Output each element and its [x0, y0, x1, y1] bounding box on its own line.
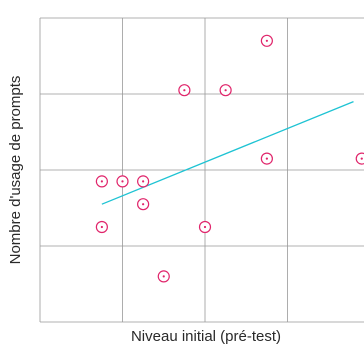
trendline	[101, 100, 354, 205]
data-point	[355, 152, 364, 165]
data-points	[95, 34, 364, 283]
data-point	[137, 198, 150, 211]
data-point	[95, 175, 108, 188]
grid	[39, 17, 364, 323]
data-point	[116, 175, 129, 188]
data-point	[260, 152, 273, 165]
x-axis-label: Niveau initial (pré-test)	[131, 328, 281, 345]
data-point	[157, 270, 170, 283]
data-point	[198, 220, 212, 234]
data-point	[137, 175, 150, 188]
data-point	[95, 220, 108, 234]
y-axis-label: Nombre d'usage de prompts	[7, 76, 24, 265]
data-point	[178, 84, 191, 97]
trendline-layer	[101, 100, 354, 205]
data-point	[260, 34, 273, 47]
data-point	[219, 84, 232, 97]
